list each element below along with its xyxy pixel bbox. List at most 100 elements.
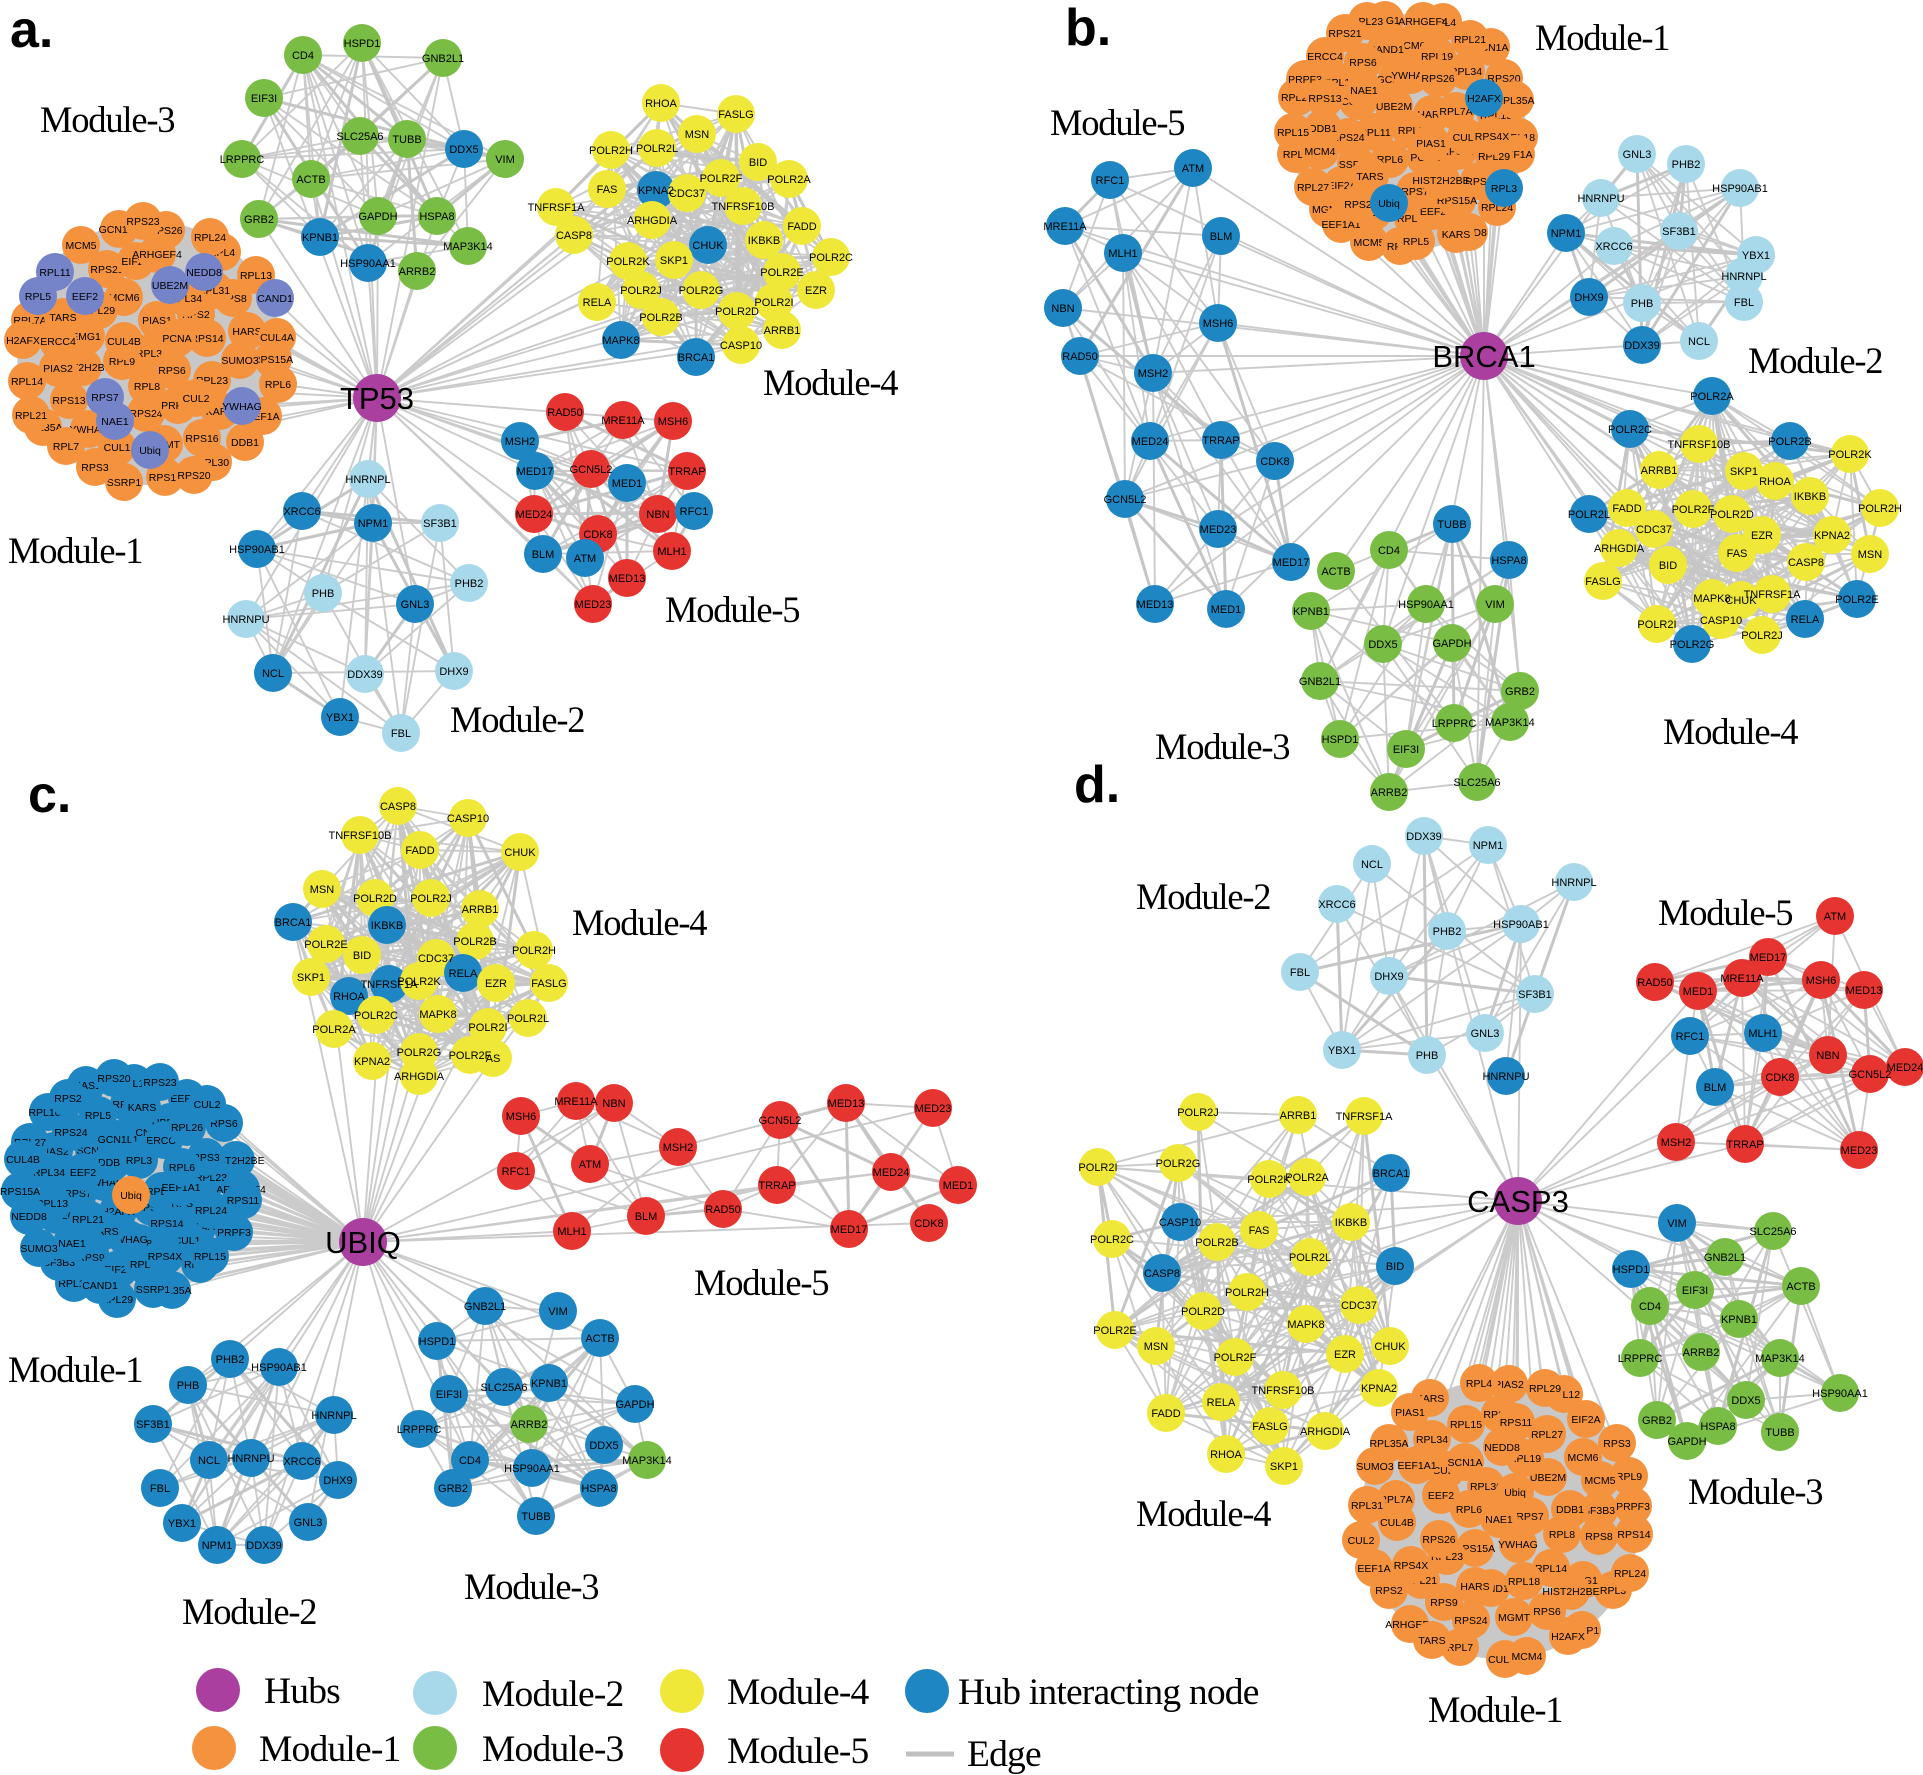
- svg-text:RAD50: RAD50: [1637, 977, 1672, 989]
- svg-text:BID: BID: [749, 157, 767, 169]
- svg-text:SLC25A6: SLC25A6: [1453, 777, 1500, 789]
- svg-text:TARS: TARS: [1418, 1635, 1445, 1647]
- svg-text:SF3B1: SF3B1: [1662, 226, 1696, 238]
- svg-text:UBIQ: UBIQ: [325, 1225, 401, 1260]
- svg-text:POLR2B: POLR2B: [1768, 436, 1811, 448]
- svg-text:MED17: MED17: [517, 466, 554, 478]
- svg-text:MAPK8: MAPK8: [1287, 1319, 1324, 1331]
- svg-text:POLR2F: POLR2F: [1214, 1352, 1257, 1364]
- svg-text:CAND1: CAND1: [257, 293, 293, 305]
- svg-text:Module-4: Module-4: [1136, 1493, 1271, 1534]
- svg-text:HSPD1: HSPD1: [1613, 1264, 1650, 1276]
- svg-text:BRCA1: BRCA1: [678, 352, 715, 364]
- svg-text:Module-2: Module-2: [182, 1591, 316, 1632]
- svg-text:BRCA1: BRCA1: [1432, 339, 1535, 374]
- svg-text:HSP90AA1: HSP90AA1: [1812, 1388, 1868, 1400]
- svg-text:RPS2: RPS2: [54, 1093, 82, 1105]
- svg-text:SF3B3: SF3B3: [1583, 1505, 1615, 1517]
- svg-text:LRPPRC: LRPPRC: [397, 1424, 442, 1436]
- svg-text:PCNA: PCNA: [162, 333, 191, 345]
- svg-text:FBL: FBL: [1734, 297, 1754, 309]
- svg-text:SCN1A: SCN1A: [1447, 1457, 1482, 1469]
- svg-text:GRB2: GRB2: [244, 214, 274, 226]
- svg-text:SF3B1: SF3B1: [1518, 989, 1552, 1001]
- svg-text:KPNB1: KPNB1: [531, 1378, 567, 1390]
- svg-text:CASP10: CASP10: [1159, 1217, 1201, 1229]
- svg-text:RPL4: RPL4: [1466, 1378, 1492, 1390]
- svg-text:RPL19: RPL19: [1421, 51, 1453, 63]
- svg-text:NBN: NBN: [1816, 1050, 1839, 1062]
- svg-text:a.: a.: [10, 1, 53, 59]
- svg-text:GAPDH: GAPDH: [1667, 1436, 1706, 1448]
- svg-text:PRPF3: PRPF3: [1616, 1501, 1650, 1513]
- svg-text:EIF3I: EIF3I: [1393, 744, 1419, 756]
- svg-text:VIM: VIM: [1667, 1218, 1687, 1230]
- svg-text:CASP8: CASP8: [380, 801, 416, 813]
- svg-text:MGMT: MGMT: [1498, 1612, 1531, 1624]
- svg-text:CUL1: CUL1: [174, 1235, 201, 1247]
- svg-text:POLR2E: POLR2E: [1093, 1325, 1136, 1337]
- svg-text:MED13: MED13: [1846, 985, 1883, 997]
- svg-text:Hubs: Hubs: [264, 1671, 340, 1712]
- svg-text:POLR2K: POLR2K: [1247, 1174, 1291, 1186]
- svg-text:PHB: PHB: [1416, 1050, 1439, 1062]
- svg-text:MAP3K14: MAP3K14: [443, 241, 493, 253]
- svg-text:EEF2: EEF2: [1428, 1490, 1454, 1502]
- svg-text:SKP1: SKP1: [1270, 1461, 1298, 1473]
- svg-text:CASP8: CASP8: [556, 230, 592, 242]
- svg-text:MCM4: MCM4: [1305, 146, 1336, 158]
- svg-text:POLR2L: POLR2L: [636, 143, 678, 155]
- svg-text:CDC37: CDC37: [1636, 524, 1672, 536]
- svg-text:ATM: ATM: [1824, 911, 1846, 923]
- svg-text:RELA: RELA: [449, 968, 478, 980]
- svg-text:Module-3: Module-3: [1155, 726, 1289, 767]
- svg-text:HNRNPU: HNRNPU: [1577, 193, 1624, 205]
- svg-text:MED17: MED17: [1750, 952, 1787, 964]
- svg-text:HSPD1: HSPD1: [419, 1336, 456, 1348]
- svg-text:RPL8: RPL8: [134, 381, 160, 393]
- svg-text:GNB2L1: GNB2L1: [1704, 1252, 1746, 1264]
- svg-text:EZR: EZR: [1751, 530, 1773, 542]
- svg-text:RHOA: RHOA: [645, 98, 677, 110]
- svg-text:ARHGDIA: ARHGDIA: [1594, 543, 1645, 555]
- svg-text:NEDD8: NEDD8: [186, 267, 222, 279]
- svg-text:CASP10: CASP10: [1700, 615, 1742, 627]
- svg-text:POLR2A: POLR2A: [1285, 1172, 1329, 1184]
- svg-text:ARHGEF4: ARHGEF4: [132, 249, 182, 261]
- svg-text:Ubiq: Ubiq: [1378, 198, 1400, 210]
- svg-text:RPL21: RPL21: [1454, 34, 1486, 46]
- svg-text:NPM1: NPM1: [202, 1540, 233, 1552]
- svg-text:FADD: FADD: [1151, 1408, 1180, 1420]
- svg-text:RFC1: RFC1: [502, 1166, 531, 1178]
- svg-text:POLR2J: POLR2J: [1177, 1107, 1219, 1119]
- svg-text:RPS3: RPS3: [81, 462, 109, 474]
- svg-text:TUBB: TUBB: [521, 1511, 550, 1523]
- svg-text:ARRB1: ARRB1: [462, 904, 499, 916]
- svg-text:POLR2I: POLR2I: [468, 1022, 507, 1034]
- svg-text:ARHGDIA: ARHGDIA: [627, 215, 678, 227]
- svg-text:ARRB1: ARRB1: [1280, 1110, 1317, 1122]
- svg-text:HSPA8: HSPA8: [581, 1483, 616, 1495]
- svg-text:TARS: TARS: [1356, 171, 1383, 183]
- svg-text:Module-1: Module-1: [8, 1349, 142, 1390]
- svg-text:RPL27: RPL27: [1531, 1429, 1563, 1441]
- svg-text:MSN: MSN: [310, 884, 335, 896]
- svg-text:POLR2D: POLR2D: [1710, 509, 1754, 521]
- svg-text:RPS4X: RPS4X: [148, 1251, 182, 1263]
- svg-text:EIF3I: EIF3I: [436, 1389, 462, 1401]
- svg-text:MSN: MSN: [685, 129, 710, 141]
- svg-text:POLR2G: POLR2G: [1156, 1158, 1201, 1170]
- svg-text:PIAS1: PIAS1: [1416, 138, 1446, 150]
- svg-text:RPL11: RPL11: [1359, 127, 1390, 139]
- svg-text:SUMO3: SUMO3: [20, 1243, 58, 1255]
- svg-text:RPS24: RPS24: [129, 408, 162, 420]
- svg-text:MED24: MED24: [1887, 1062, 1923, 1074]
- svg-text:SLC25A6: SLC25A6: [480, 1382, 527, 1394]
- svg-text:ATM: ATM: [579, 1159, 601, 1171]
- svg-text:ACTB: ACTB: [585, 1333, 614, 1345]
- svg-text:TRRAP: TRRAP: [1726, 1139, 1763, 1151]
- svg-text:TNFRSF1A: TNFRSF1A: [1744, 589, 1802, 601]
- svg-text:GCN5L2: GCN5L2: [1849, 1069, 1892, 1081]
- svg-text:KPNB1: KPNB1: [1293, 606, 1329, 618]
- svg-text:MSH2: MSH2: [663, 1142, 694, 1154]
